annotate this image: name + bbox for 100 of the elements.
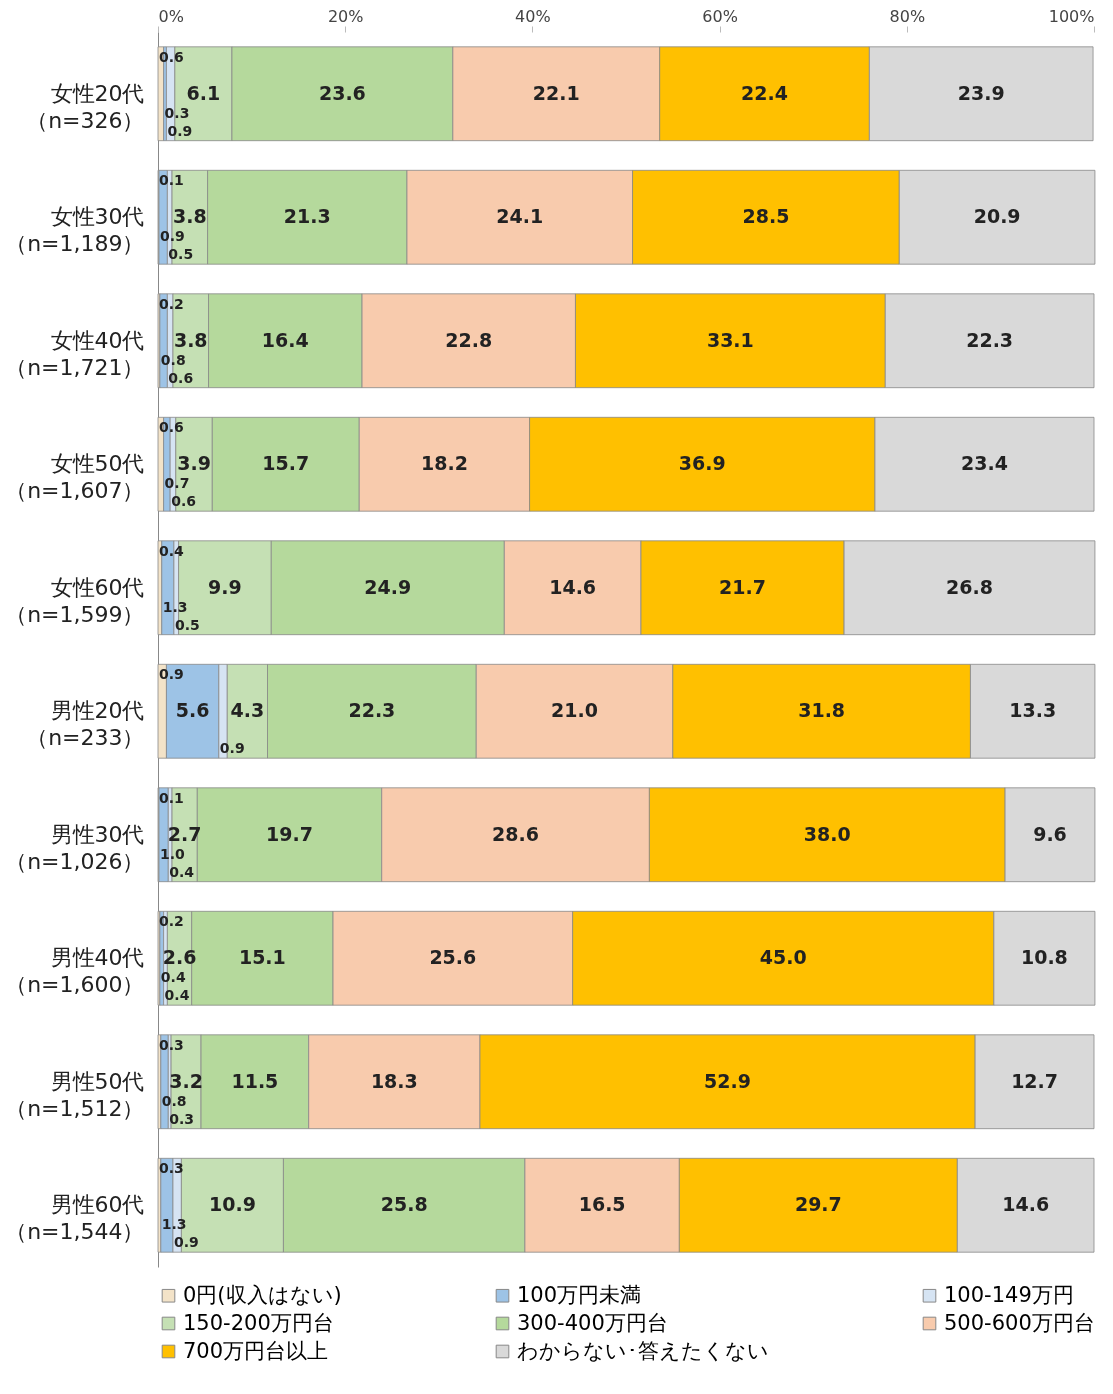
data-label: 9.6 <box>1033 822 1067 845</box>
data-label: 22.3 <box>348 699 396 722</box>
data-label: 0.5 <box>168 246 194 263</box>
y-tick-label: 男性60代（n=1,544） <box>5 1192 145 1245</box>
data-label: 29.7 <box>794 1193 842 1216</box>
data-label: 24.1 <box>496 205 544 228</box>
legend-label: 500-600万円台 <box>944 1310 1095 1335</box>
data-label: 0.3 <box>159 1160 184 1177</box>
data-label: 0.2 <box>159 913 184 930</box>
data-label: 0.4 <box>169 863 195 880</box>
x-tick-label: 0% <box>158 6 184 26</box>
y-tick-label: 女性60代（n=1,599） <box>5 574 145 627</box>
data-label: 10.9 <box>208 1193 256 1216</box>
legend-label: 700万円台以上 <box>183 1338 329 1363</box>
data-label: 22.8 <box>445 328 493 351</box>
legend-label: わからない･答えたくない <box>517 1338 769 1363</box>
x-tick-label: 80% <box>889 6 926 26</box>
data-label: 28.6 <box>492 822 539 845</box>
legend-label: 100-149万円 <box>944 1282 1074 1307</box>
data-label: 16.5 <box>578 1193 626 1216</box>
data-label: 0.8 <box>161 1092 187 1109</box>
data-label: 0.6 <box>171 493 196 510</box>
data-label: 1.3 <box>162 598 188 615</box>
data-label: 0.4 <box>160 969 186 986</box>
x-tick-label: 60% <box>702 6 738 26</box>
data-label: 22.3 <box>966 328 1014 351</box>
data-label: 23.9 <box>957 81 1005 104</box>
data-label: 22.4 <box>741 81 788 104</box>
x-tick-label: 100% <box>1048 6 1095 26</box>
data-label: 24.9 <box>364 575 412 598</box>
data-label: 14.6 <box>1002 1193 1050 1216</box>
data-label: 0.1 <box>159 172 184 189</box>
data-label: 0.3 <box>164 104 190 121</box>
data-label: 12.7 <box>1011 1069 1059 1092</box>
data-label: 45.0 <box>759 946 807 969</box>
data-label: 0.9 <box>173 1234 199 1251</box>
data-label: 0.9 <box>159 228 185 245</box>
data-label: 0.6 <box>168 369 194 386</box>
data-label: 9.9 <box>208 575 242 598</box>
data-label: 31.8 <box>798 699 846 722</box>
y-tick-label: 女性50代（n=1,607） <box>5 451 145 504</box>
data-label: 3.8 <box>173 328 208 351</box>
data-label: 20.9 <box>973 205 1021 228</box>
data-label: 3.8 <box>172 205 207 228</box>
data-label: 38.0 <box>803 822 851 845</box>
data-label: 3.9 <box>177 452 211 475</box>
data-label: 0.8 <box>160 351 186 368</box>
data-label: 0.5 <box>174 616 200 633</box>
data-label: 21.3 <box>283 205 331 228</box>
y-tick-label: 男性50代（n=1,512） <box>5 1068 145 1121</box>
data-label: 4.3 <box>230 699 265 722</box>
data-label: 23.6 <box>318 81 366 104</box>
data-label: 0.9 <box>219 740 245 757</box>
data-label: 1.0 <box>159 845 185 862</box>
y-tick-label: 女性40代（n=1,721） <box>5 327 145 380</box>
data-label: 0.3 <box>169 1110 195 1127</box>
data-label: 52.9 <box>704 1069 751 1092</box>
data-label: 25.8 <box>380 1193 428 1216</box>
data-label: 0.6 <box>159 419 184 436</box>
data-label: 0.3 <box>159 1036 184 1053</box>
y-tick-label: 女性20代（n=326） <box>26 80 145 133</box>
data-label: 0.1 <box>159 789 184 806</box>
x-tick-label: 20% <box>327 6 364 26</box>
data-label: 33.1 <box>706 328 754 351</box>
data-label: 28.5 <box>742 205 790 228</box>
data-label: 2.6 <box>162 946 197 969</box>
x-tick-label: 40% <box>515 6 551 26</box>
legend-label: 150-200万円台 <box>183 1310 334 1335</box>
y-tick-label: 男性20代（n=233） <box>26 698 145 751</box>
data-label: 23.4 <box>961 452 1008 475</box>
data-label: 36.9 <box>678 452 726 475</box>
data-label: 26.8 <box>946 575 993 598</box>
data-label: 0.4 <box>164 987 190 1004</box>
data-label: 15.7 <box>262 452 310 475</box>
data-label: 21.0 <box>551 699 598 722</box>
data-label: 0.6 <box>159 48 184 65</box>
data-label: 22.1 <box>532 81 580 104</box>
y-tick-label: 男性30代（n=1,026） <box>5 821 145 874</box>
data-label: 21.7 <box>719 575 766 598</box>
data-label: 25.6 <box>429 946 477 969</box>
legend-label: 300-400万円台 <box>517 1310 668 1335</box>
y-tick-label: 女性30代（n=1,189） <box>5 204 145 257</box>
data-label: 6.1 <box>186 81 221 104</box>
data-label: 13.3 <box>1009 699 1057 722</box>
data-label: 16.4 <box>261 328 309 351</box>
data-label: 10.8 <box>1020 946 1068 969</box>
data-label: 18.3 <box>370 1069 418 1092</box>
y-tick-label: 男性40代（n=1,600） <box>5 945 145 998</box>
data-label: 19.7 <box>266 822 313 845</box>
data-label: 0.9 <box>159 666 184 683</box>
data-label: 0.7 <box>164 475 190 492</box>
data-label: 0.2 <box>159 295 184 312</box>
legend-label: 0円(収入はない) <box>183 1282 342 1307</box>
data-label: 3.2 <box>169 1069 203 1092</box>
data-label: 0.9 <box>167 122 193 139</box>
legend-label: 100万円未満 <box>517 1282 642 1307</box>
data-label: 14.6 <box>549 575 597 598</box>
data-label: 1.3 <box>161 1216 187 1233</box>
data-label: 18.2 <box>420 452 468 475</box>
data-label: 15.1 <box>238 946 286 969</box>
